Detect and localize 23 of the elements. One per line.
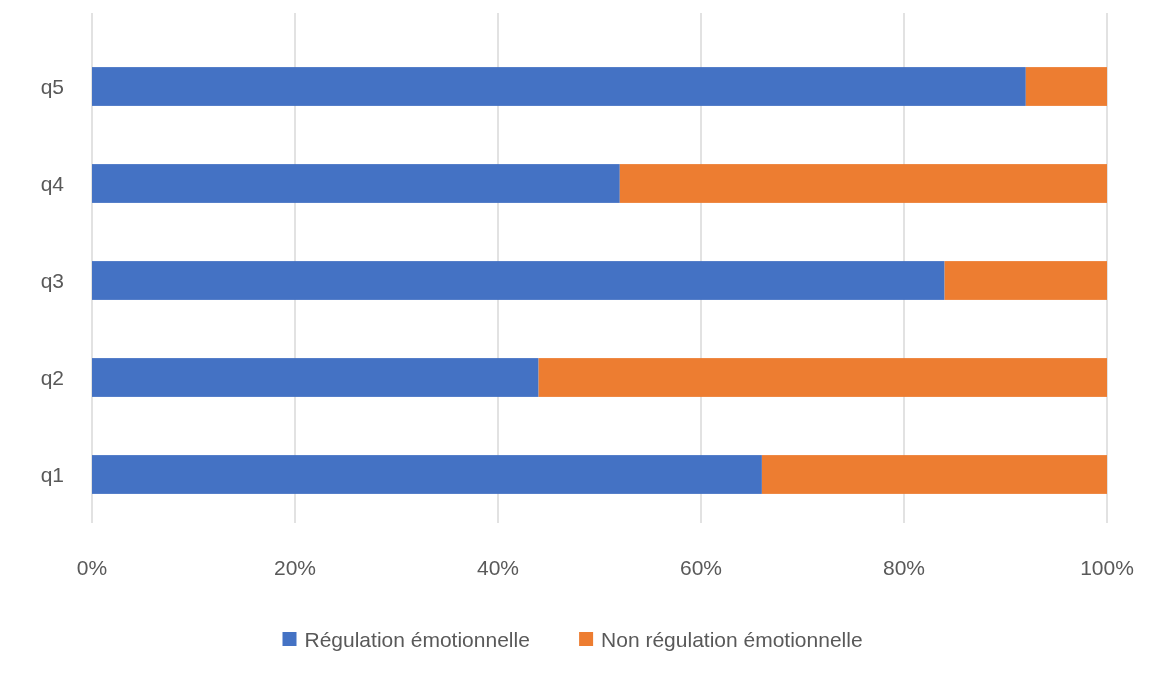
y-tick-label: q3: [40, 268, 64, 292]
y-tick-label: q2: [40, 365, 64, 389]
bar: [944, 261, 1107, 300]
bar: [92, 358, 539, 397]
bar: [92, 67, 1026, 106]
bar: [1025, 67, 1107, 106]
y-tick-label: q1: [40, 462, 64, 486]
x-tick-label: 100%: [1080, 556, 1134, 579]
y-tick-label: q4: [40, 171, 65, 195]
bar: [538, 358, 1107, 397]
bar: [92, 261, 945, 300]
y-tick-label: q5: [40, 74, 64, 98]
bar: [92, 164, 620, 203]
x-tick-label: 60%: [679, 556, 723, 579]
x-tick-label: 20%: [273, 556, 317, 579]
bar: [92, 455, 762, 494]
x-tick-label: 80%: [882, 556, 926, 579]
x-tick-label: 40%: [476, 556, 520, 579]
x-tick-label: 0%: [76, 556, 108, 579]
bar: [761, 455, 1107, 494]
legend-label: Non régulation émotionnelle: [601, 628, 863, 652]
bar: [619, 164, 1107, 203]
legend-label: Régulation émotionnelle: [304, 628, 530, 652]
